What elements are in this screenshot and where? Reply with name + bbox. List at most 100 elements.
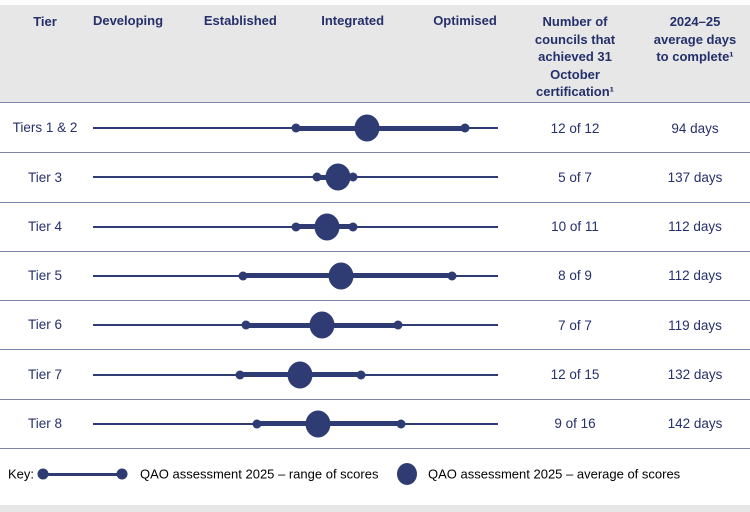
certified-cell: 12 of 15 — [510, 367, 640, 382]
key-range-line — [43, 472, 122, 476]
key-range-right-dot — [116, 468, 128, 480]
certified-value: 12 of 12 — [550, 120, 600, 136]
tier-label: Tier 8 — [27, 416, 62, 432]
tier-cell: Tier 5 — [0, 267, 90, 285]
range-high-dot — [460, 123, 470, 133]
score-range-plot — [90, 104, 510, 152]
table-row: Tiers 1 & 2 12 of 12 94 days — [0, 104, 750, 154]
key-range-left-dot — [37, 468, 49, 480]
range-low-dot — [312, 172, 322, 182]
days-value: 112 days — [668, 219, 722, 235]
chart-key: Key: QAO assessment 2025 – range of scor… — [0, 449, 750, 499]
days-cell: 112 days — [640, 219, 750, 234]
average-score-marker — [309, 311, 335, 339]
table-header: Tier Developing Established Integrated O… — [0, 5, 750, 103]
header-maturity-scale: Developing Established Integrated Optimi… — [90, 5, 510, 102]
days-cell: 137 days — [640, 170, 750, 185]
header-category-developing: Developing — [92, 13, 164, 28]
range-high-dot — [396, 419, 406, 429]
scale-baseline — [93, 176, 498, 179]
average-score-marker — [314, 213, 340, 241]
days-cell: 142 days — [640, 416, 750, 431]
range-low-dot — [252, 419, 262, 429]
header-category-established: Established — [203, 13, 277, 28]
range-low-dot — [238, 271, 248, 281]
score-range-plot — [90, 203, 510, 251]
key-average-label: QAO assessment 2025 – average of scores — [428, 466, 681, 482]
score-range-plot — [90, 252, 510, 300]
days-value: 142 days — [667, 416, 723, 432]
average-score-marker — [305, 410, 331, 438]
table-row: Tier 7 12 of 15 132 days — [0, 350, 750, 400]
table-body: Tiers 1 & 2 12 of 12 94 days Tier 3 — [0, 104, 750, 449]
tier-cell: Tier 8 — [0, 415, 90, 433]
average-score-marker — [328, 262, 354, 290]
average-score-marker — [287, 361, 313, 389]
days-value: 112 days — [668, 268, 722, 284]
certified-value: 5 of 7 — [558, 169, 592, 185]
days-cell: 132 days — [640, 367, 750, 382]
key-average-circle — [397, 463, 417, 485]
header-category-integrated: Integrated — [321, 13, 385, 28]
tier-label: Tiers 1 & 2 — [12, 120, 78, 136]
certified-value: 8 of 9 — [558, 268, 592, 284]
days-cell: 112 days — [640, 268, 750, 283]
tier-cell: Tiers 1 & 2 — [0, 119, 90, 137]
tier-label: Tier 5 — [27, 268, 62, 284]
certified-value: 10 of 11 — [551, 219, 599, 235]
range-high-dot — [348, 222, 358, 232]
score-range-plot — [90, 153, 510, 201]
table-row: Tier 8 9 of 16 142 days — [0, 400, 750, 449]
days-value: 137 days — [667, 169, 723, 185]
header-category-optimised: Optimised — [433, 13, 497, 28]
days-value: 94 days — [671, 120, 719, 136]
days-cell: 94 days — [640, 121, 750, 136]
average-score-marker — [354, 114, 380, 142]
tier-cell: Tier 4 — [0, 218, 90, 236]
header-tier: Tier — [33, 14, 57, 29]
range-high-dot — [393, 320, 403, 330]
tier-label: Tier 6 — [27, 317, 62, 333]
table-row: Tier 5 8 of 9 112 days — [0, 252, 750, 302]
tier-label: Tier 3 — [27, 169, 62, 185]
header-days-column: 2024–25 average days to complete¹ — [640, 5, 750, 102]
score-range-plot — [90, 301, 510, 349]
header-certified-label: Number of councils that achieved 31 Octo… — [534, 14, 616, 100]
key-label: Key: — [8, 466, 35, 482]
score-range-plot — [90, 350, 510, 398]
certified-cell: 9 of 16 — [510, 416, 640, 431]
days-value: 119 days — [668, 317, 722, 333]
certified-value: 7 of 7 — [558, 317, 592, 333]
range-low-dot — [291, 123, 301, 133]
tier-label: Tier 7 — [27, 366, 62, 382]
tier-label: Tier 4 — [27, 218, 62, 234]
days-value: 132 days — [667, 367, 723, 383]
table-row: Tier 4 10 of 11 112 days — [0, 203, 750, 252]
tier-cell: Tier 6 — [0, 316, 90, 334]
table-row: Tier 3 5 of 7 137 days — [0, 153, 750, 203]
score-range-bar — [296, 125, 465, 131]
certified-cell: 10 of 11 — [510, 219, 640, 234]
range-low-dot — [235, 370, 245, 380]
certified-cell: 5 of 7 — [510, 170, 640, 185]
tier-cell: Tier 7 — [0, 366, 90, 384]
range-high-dot — [348, 172, 358, 182]
range-high-dot — [356, 370, 366, 380]
certified-cell: 12 of 12 — [510, 121, 640, 136]
bottom-strip — [0, 505, 750, 512]
range-high-dot — [447, 271, 456, 281]
certified-value: 9 of 16 — [554, 416, 596, 432]
table-row: Tier 6 7 of 7 119 days — [0, 301, 750, 351]
certified-value: 12 of 15 — [550, 367, 600, 383]
header-certified-column: Number of councils that achieved 31 Octo… — [510, 5, 640, 102]
average-score-marker — [325, 163, 351, 191]
range-low-dot — [291, 222, 301, 232]
score-range-plot — [90, 400, 510, 448]
certified-cell: 7 of 7 — [510, 318, 640, 333]
days-cell: 119 days — [640, 318, 750, 333]
tier-cell: Tier 3 — [0, 169, 90, 187]
certified-cell: 8 of 9 — [510, 268, 640, 283]
key-range-label: QAO assessment 2025 – range of scores — [140, 466, 379, 482]
range-low-dot — [241, 320, 251, 330]
